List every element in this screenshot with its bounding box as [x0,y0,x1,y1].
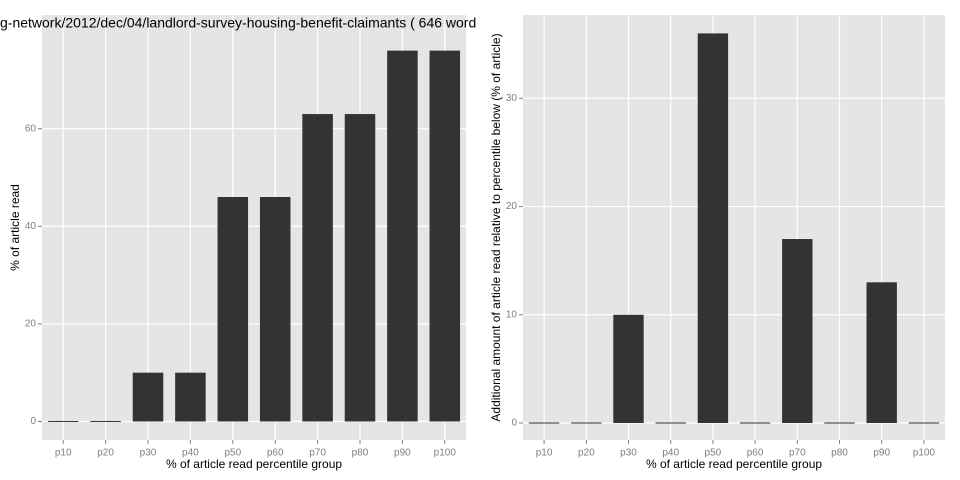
bar [782,239,813,424]
y-tick-label: 0 [511,418,517,429]
bar [824,422,855,424]
y-tick-label: 20 [25,319,37,330]
x-tick-label: p10 [536,448,553,459]
x-tick-label: p90 [873,448,890,459]
y-tick-label: 10 [506,309,518,320]
bar [132,372,164,422]
bar [175,372,206,422]
bar [528,422,560,424]
x-tick-label: p60 [747,448,764,459]
bar [90,420,121,422]
bar [613,314,644,424]
x-tick-label: p10 [55,448,72,459]
y-tick-label: 0 [30,416,36,427]
bar [387,50,418,422]
x-tick-label: p70 [789,448,806,459]
y-axis-title: % of article read [8,184,22,271]
bar [302,114,333,422]
bar [655,422,686,424]
x-tick-label: p40 [662,448,679,459]
y-tick-label: 30 [506,93,518,104]
x-tick-label: p70 [309,448,326,459]
bar [697,33,729,424]
x-tick-label: p20 [97,448,114,459]
x-axis-title: % of article read percentile group [166,457,342,471]
x-tick-label: p80 [831,448,848,459]
x-tick-label: p60 [267,448,284,459]
x-tick-label: p30 [620,448,637,459]
bar [47,420,79,422]
x-tick-label: p100 [434,448,457,459]
x-tick-label: p50 [224,448,241,459]
x-tick-label: p30 [140,448,157,459]
y-tick-label: 40 [25,221,37,232]
x-axis-title: % of article read percentile group [646,457,822,471]
bar [217,197,249,422]
y-tick-label: 60 [25,123,37,134]
x-tick-label: p20 [578,448,595,459]
bar [344,114,376,422]
y-tick-label: 20 [506,201,518,212]
bar [908,422,940,424]
x-tick-label: p50 [705,448,722,459]
x-tick-label: p40 [182,448,199,459]
bar [739,422,771,424]
x-tick-label: p80 [352,448,369,459]
chart-title: g-network/2012/dec/04/landlord-survey-ho… [0,15,476,31]
bar [429,50,461,422]
bar [259,197,291,422]
x-tick-label: p100 [913,448,936,459]
x-tick-label: p90 [394,448,411,459]
bar [866,282,897,424]
bar [571,422,602,424]
y-axis-title: Additional amount of article read relati… [489,33,503,421]
